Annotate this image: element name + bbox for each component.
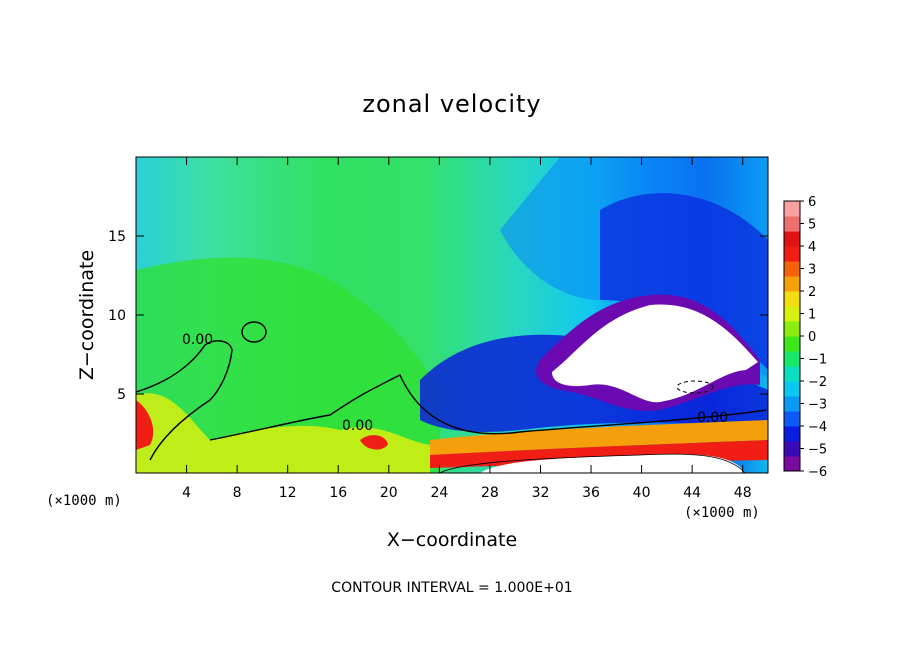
x-unit-right: (×1000 m) bbox=[684, 505, 760, 521]
field-undefined-region bbox=[552, 304, 758, 403]
colorbar-swatch bbox=[784, 411, 800, 427]
colorbar-swatch bbox=[784, 306, 800, 322]
colorbar-label: 6 bbox=[808, 195, 816, 210]
x-tick-label: 24 bbox=[430, 485, 448, 501]
field-orange-band bbox=[430, 420, 768, 455]
colorbar-swatch bbox=[784, 231, 800, 247]
contour-line bbox=[676, 380, 714, 394]
y-axis-label: Z−coordinate bbox=[76, 250, 98, 380]
colorbar-swatch bbox=[784, 321, 800, 337]
y-axis: 5 10 15 bbox=[108, 229, 768, 403]
field-red-left bbox=[136, 400, 154, 450]
colorbar-label: −5 bbox=[808, 443, 827, 458]
contour-line bbox=[209, 374, 767, 441]
colorbar-swatch bbox=[784, 381, 800, 397]
contour-label: 0.00 bbox=[697, 410, 728, 426]
colorbar-swatch bbox=[784, 366, 800, 382]
colorbar-swatch bbox=[784, 441, 800, 457]
contour-line bbox=[439, 453, 746, 473]
colorbar-swatch bbox=[784, 246, 800, 262]
colorbar-label: 2 bbox=[808, 285, 816, 300]
colorbar-label: 3 bbox=[808, 263, 816, 278]
field-yellow-band bbox=[136, 393, 430, 473]
colorbar: 6 5 4 3 2 1 0 −1 −2 −3 −4 −5 −6 bbox=[783, 195, 827, 480]
y-tick-label: 15 bbox=[108, 229, 126, 245]
x-tick-label: 20 bbox=[380, 485, 398, 501]
field-green-region bbox=[136, 257, 440, 473]
contour-interval-note: CONTOUR INTERVAL = 1.000E+01 bbox=[331, 580, 572, 596]
contour-line bbox=[241, 321, 267, 343]
contour-line bbox=[136, 340, 233, 461]
y-tick-label: 5 bbox=[117, 387, 126, 403]
colorbar-label: 0 bbox=[808, 330, 816, 345]
colorbar-swatch bbox=[784, 351, 800, 367]
field-white-bottom bbox=[480, 453, 745, 473]
colorbar-label: −2 bbox=[808, 375, 827, 390]
colorbar-label: 4 bbox=[808, 240, 816, 255]
colorbar-label: −6 bbox=[808, 465, 827, 480]
colorbar-swatch bbox=[784, 291, 800, 307]
x-tick-label: 4 bbox=[182, 485, 191, 501]
x-tick-label: 16 bbox=[329, 485, 347, 501]
x-tick-label: 8 bbox=[233, 485, 242, 501]
x-tick-label: 44 bbox=[683, 485, 701, 501]
colorbar-label: 1 bbox=[808, 308, 816, 323]
x-tick-label: 36 bbox=[582, 485, 600, 501]
colorbar-swatch bbox=[784, 396, 800, 412]
colorbar-swatch bbox=[784, 456, 800, 472]
contour-label: 0.00 bbox=[342, 418, 373, 434]
x-tick-label: 12 bbox=[279, 485, 297, 501]
x-tick-label: 28 bbox=[481, 485, 499, 501]
colorbar-label: −4 bbox=[808, 420, 827, 435]
plot-field bbox=[136, 157, 768, 473]
x-axis: 4 8 12 16 20 24 28 32 36 40 44 48 bbox=[182, 157, 752, 501]
x-tick-label: 32 bbox=[532, 485, 550, 501]
contour-label: 0.00 bbox=[182, 332, 213, 348]
colorbar-label: −1 bbox=[808, 353, 827, 368]
y-tick-label: 10 bbox=[108, 308, 126, 324]
chart-title: zonal velocity bbox=[362, 90, 541, 118]
x-tick-label: 48 bbox=[734, 485, 752, 501]
colorbar-label: −3 bbox=[808, 398, 827, 413]
colorbar-swatch bbox=[784, 426, 800, 442]
x-tick-label: 40 bbox=[633, 485, 651, 501]
colorbar-swatch bbox=[784, 336, 800, 352]
x-axis-label: X−coordinate bbox=[387, 529, 517, 551]
colorbar-swatch bbox=[784, 276, 800, 292]
colorbar-swatch bbox=[784, 216, 800, 232]
colorbar-label: 5 bbox=[808, 218, 816, 233]
colorbar-swatch bbox=[784, 201, 800, 217]
x-unit-left: (×1000 m) bbox=[46, 493, 122, 509]
field-red-spot bbox=[360, 435, 388, 450]
colorbar-swatch bbox=[784, 261, 800, 277]
